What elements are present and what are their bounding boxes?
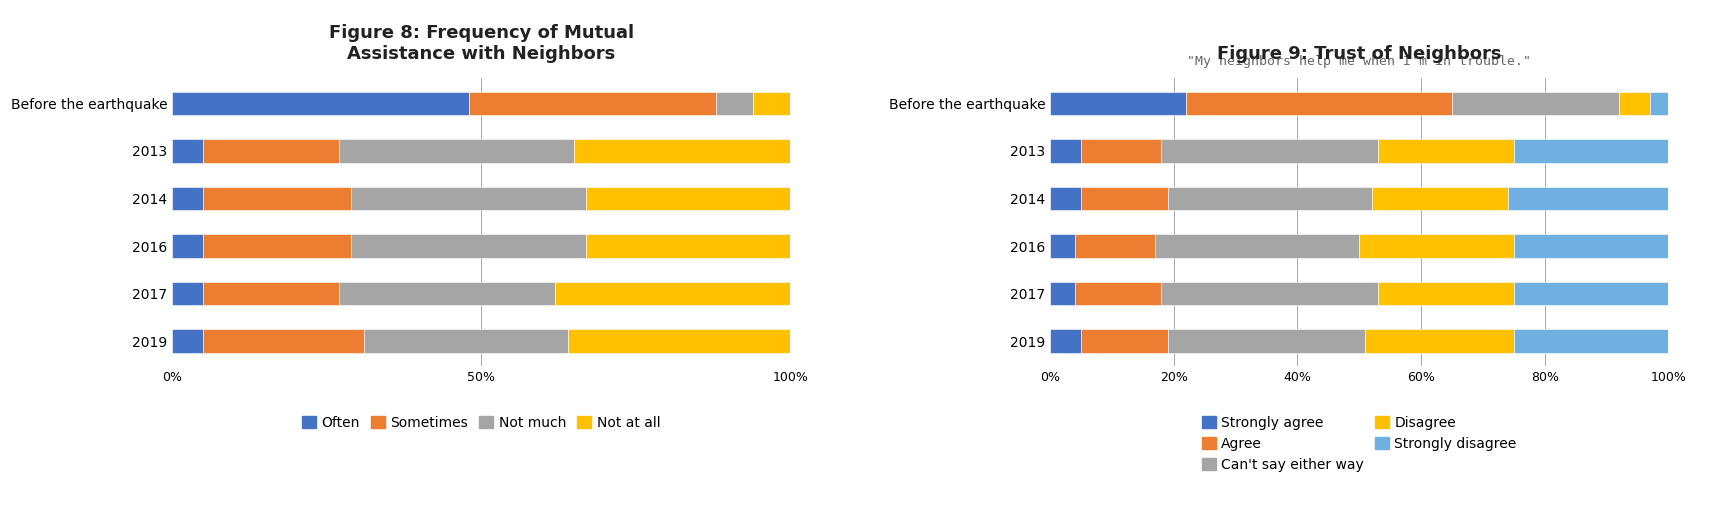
Title: Figure 9: Trust of Neighbors: Figure 9: Trust of Neighbors bbox=[1218, 45, 1502, 63]
Bar bbox=[1514, 282, 1668, 305]
Bar bbox=[1187, 92, 1452, 115]
Bar bbox=[339, 282, 556, 305]
Bar bbox=[172, 234, 203, 258]
Bar bbox=[574, 139, 791, 163]
Bar bbox=[203, 139, 339, 163]
Bar bbox=[172, 139, 203, 163]
Bar bbox=[1049, 282, 1075, 305]
Bar bbox=[1366, 329, 1514, 353]
Bar bbox=[753, 92, 791, 115]
Bar bbox=[1359, 234, 1514, 258]
Bar bbox=[172, 187, 203, 210]
Bar bbox=[339, 139, 574, 163]
Bar bbox=[1049, 92, 1187, 115]
Bar bbox=[1649, 92, 1668, 115]
Bar bbox=[203, 234, 351, 258]
Bar bbox=[716, 92, 753, 115]
Bar bbox=[1080, 329, 1168, 353]
Title: Figure 8: Frequency of Mutual
Assistance with Neighbors: Figure 8: Frequency of Mutual Assistance… bbox=[329, 24, 633, 63]
Bar bbox=[1378, 139, 1514, 163]
Bar bbox=[203, 187, 351, 210]
Bar bbox=[363, 329, 568, 353]
Bar bbox=[568, 329, 791, 353]
Legend: Often, Sometimes, Not much, Not at all: Often, Sometimes, Not much, Not at all bbox=[296, 411, 666, 436]
Legend: Strongly agree, Agree, Can't say either way, Disagree, Strongly disagree: Strongly agree, Agree, Can't say either … bbox=[1195, 411, 1522, 477]
Bar bbox=[1156, 234, 1359, 258]
Bar bbox=[1514, 329, 1668, 353]
Bar bbox=[556, 282, 791, 305]
Bar bbox=[1080, 187, 1168, 210]
Text: "My neighbors help me when I'm in trouble.": "My neighbors help me when I'm in troubl… bbox=[1187, 55, 1531, 69]
Bar bbox=[1075, 282, 1161, 305]
Bar bbox=[1619, 92, 1649, 115]
Bar bbox=[1161, 282, 1378, 305]
Bar bbox=[587, 187, 791, 210]
Bar bbox=[1452, 92, 1619, 115]
Bar bbox=[1049, 234, 1075, 258]
Bar bbox=[1378, 282, 1514, 305]
Bar bbox=[587, 234, 791, 258]
Bar bbox=[351, 187, 587, 210]
Bar bbox=[1168, 187, 1371, 210]
Bar bbox=[203, 282, 339, 305]
Bar bbox=[1049, 187, 1080, 210]
Bar bbox=[172, 92, 470, 115]
Bar bbox=[1080, 139, 1161, 163]
Bar bbox=[1514, 234, 1668, 258]
Bar bbox=[1508, 187, 1668, 210]
Bar bbox=[172, 329, 203, 353]
Bar bbox=[1161, 139, 1378, 163]
Bar bbox=[172, 282, 203, 305]
Bar bbox=[1049, 329, 1080, 353]
Bar bbox=[203, 329, 363, 353]
Bar bbox=[1371, 187, 1508, 210]
Bar bbox=[351, 234, 587, 258]
Bar bbox=[470, 92, 716, 115]
Bar bbox=[1168, 329, 1366, 353]
Bar bbox=[1514, 139, 1668, 163]
Bar bbox=[1049, 139, 1080, 163]
Bar bbox=[1075, 234, 1156, 258]
